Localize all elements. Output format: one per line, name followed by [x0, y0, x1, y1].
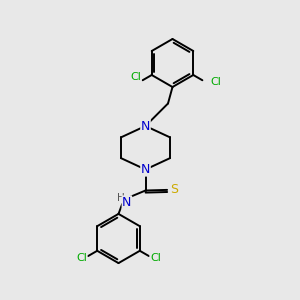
- Text: Cl: Cl: [76, 253, 87, 262]
- Text: S: S: [170, 183, 178, 196]
- Text: N: N: [141, 119, 150, 133]
- Text: Cl: Cl: [210, 77, 221, 87]
- Text: H: H: [117, 193, 125, 203]
- Text: N: N: [122, 196, 132, 209]
- Text: Cl: Cl: [130, 72, 141, 82]
- Text: N: N: [141, 163, 150, 176]
- Text: Cl: Cl: [150, 253, 161, 262]
